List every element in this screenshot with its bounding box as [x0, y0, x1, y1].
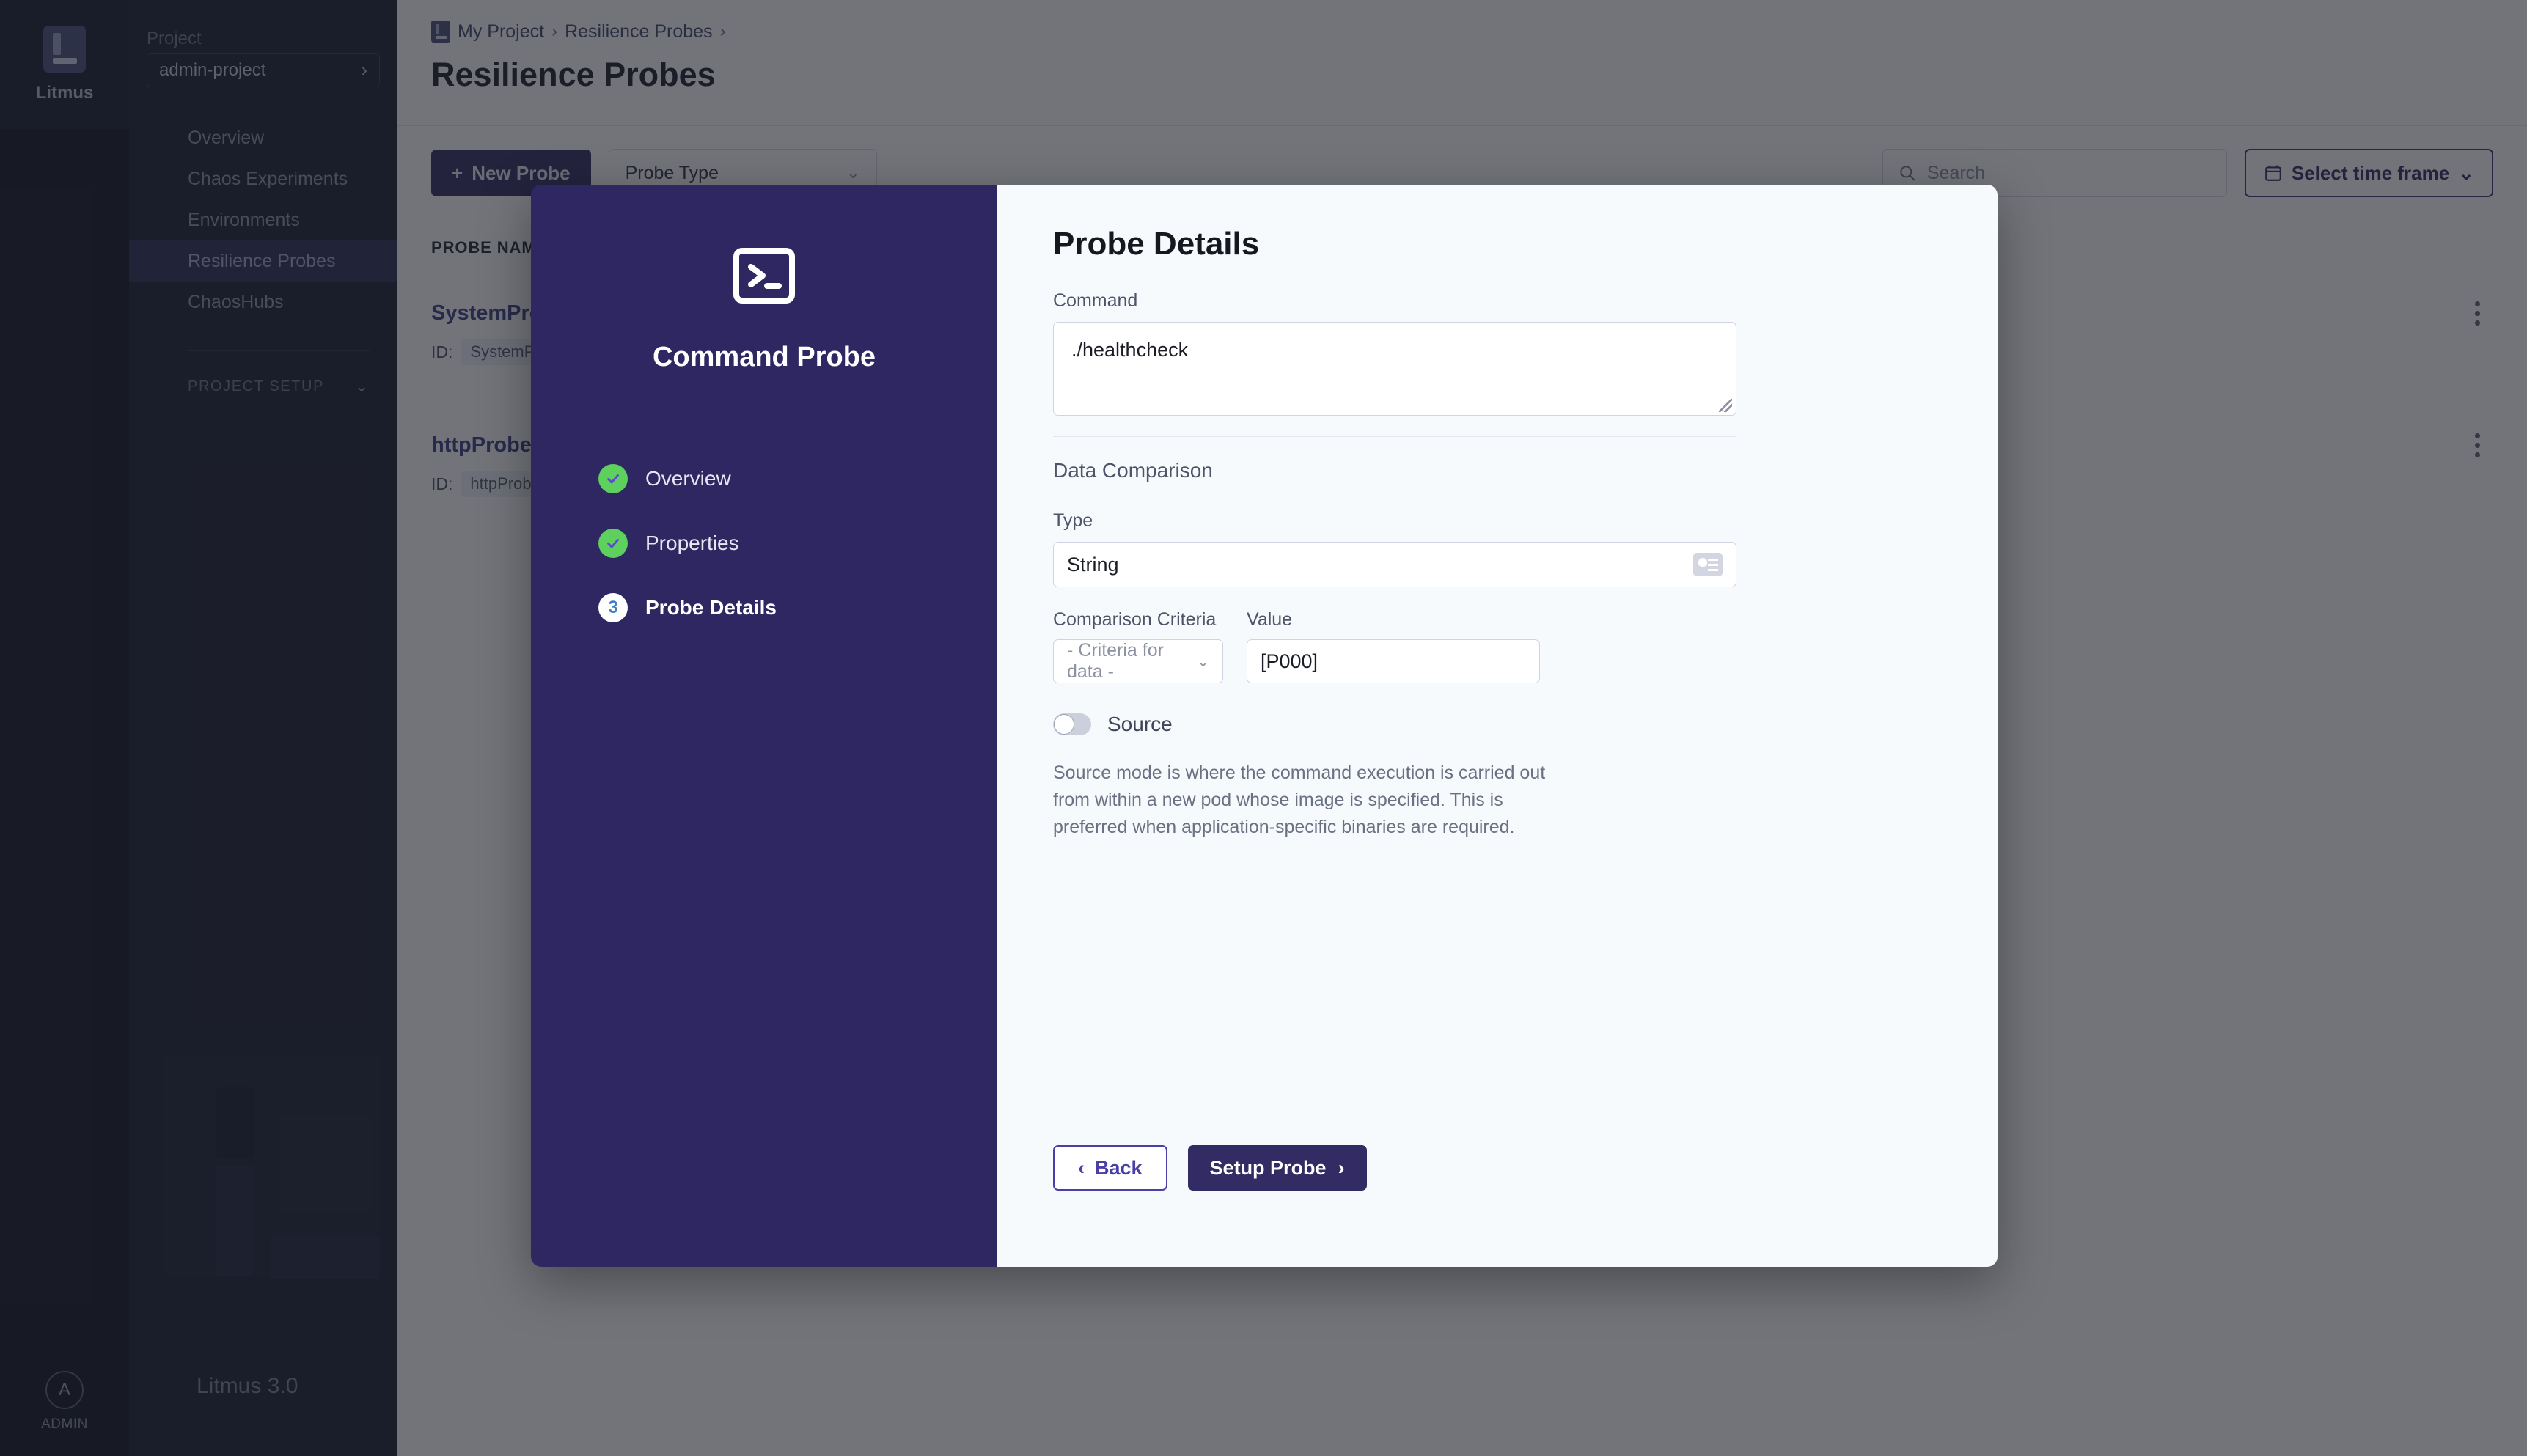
- source-help-text: Source mode is where the command executi…: [1053, 762, 1546, 837]
- chevron-left-icon: ‹: [1078, 1156, 1085, 1179]
- type-label: Type: [1053, 510, 1093, 531]
- command-value: ./healthcheck: [1071, 339, 1189, 361]
- modal-side-panel: Command Probe Overview: [531, 185, 997, 1267]
- modal-action-bar: ‹ Back Setup Probe ›: [1053, 1145, 1367, 1191]
- value-text: [P000]: [1261, 650, 1318, 672]
- source-toggle[interactable]: [1053, 713, 1091, 735]
- step-probe-details[interactable]: 3 Probe Details: [598, 576, 997, 640]
- source-toggle-row: Source: [1053, 713, 1942, 736]
- terminal-icon: [733, 248, 795, 304]
- modal-heading: Probe Details: [1053, 226, 1260, 262]
- value-field: Value [P000]: [1247, 609, 1540, 683]
- resize-handle-icon[interactable]: [1719, 399, 1732, 412]
- form-divider: [1053, 436, 1736, 437]
- back-button[interactable]: ‹ Back: [1053, 1145, 1167, 1191]
- chevron-right-icon: ›: [1338, 1156, 1345, 1179]
- check-icon: [598, 464, 628, 493]
- step-number-badge: 3: [598, 593, 628, 622]
- step-label: Probe Details: [645, 596, 777, 619]
- step-label: Properties: [645, 532, 739, 554]
- type-input[interactable]: String: [1053, 542, 1736, 587]
- criteria-value-row: Comparison Criteria - Criteria for data …: [1053, 609, 1942, 683]
- setup-probe-button[interactable]: Setup Probe ›: [1187, 1145, 1367, 1191]
- step-properties[interactable]: Properties: [598, 511, 997, 576]
- value-input[interactable]: [P000]: [1247, 639, 1540, 683]
- check-icon: [598, 529, 628, 558]
- step-overview[interactable]: Overview: [598, 446, 997, 511]
- modal-probe-title: Command Probe: [652, 342, 876, 372]
- chevron-down-icon: ⌄: [1197, 653, 1209, 670]
- criteria-field: Comparison Criteria - Criteria for data …: [1053, 609, 1223, 683]
- value-label: Value: [1247, 609, 1293, 630]
- command-textarea[interactable]: ./healthcheck: [1053, 322, 1736, 416]
- criteria-label: Comparison Criteria: [1053, 609, 1217, 630]
- setup-label: Setup Probe: [1209, 1156, 1327, 1179]
- modal-form-panel: Probe Details Command ./healthcheck Data…: [997, 185, 1998, 1267]
- command-label: Command: [1053, 290, 1138, 311]
- data-comparison-label: Data Comparison: [1053, 459, 1213, 482]
- id-card-icon[interactable]: [1693, 553, 1723, 576]
- probe-setup-modal: Command Probe Overview: [531, 185, 1998, 1267]
- criteria-placeholder: - Criteria for data -: [1067, 640, 1164, 682]
- criteria-select[interactable]: - Criteria for data - ⌄: [1053, 639, 1223, 683]
- source-toggle-label: Source: [1107, 713, 1173, 735]
- modal-step-list: Overview Properties 3 Probe Details: [531, 446, 997, 640]
- toggle-knob: [1054, 714, 1074, 735]
- back-label: Back: [1095, 1156, 1143, 1179]
- type-value: String: [1067, 553, 1119, 576]
- step-label: Overview: [645, 467, 731, 490]
